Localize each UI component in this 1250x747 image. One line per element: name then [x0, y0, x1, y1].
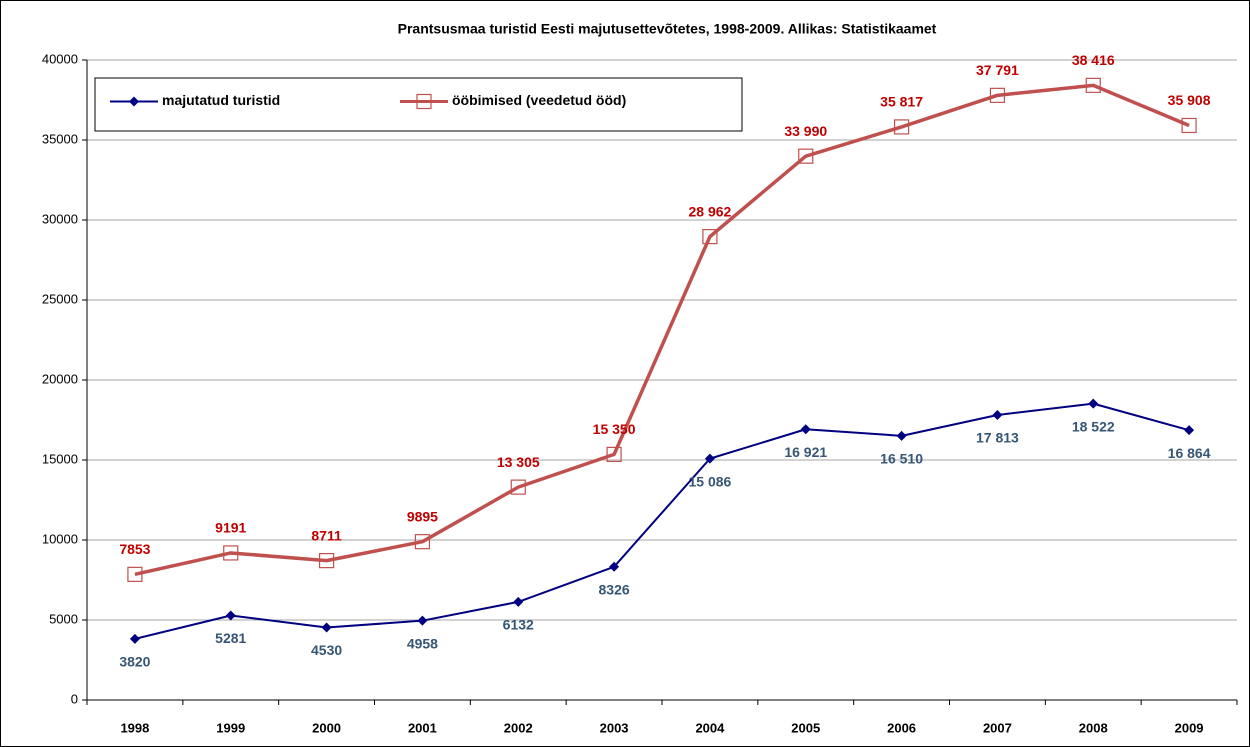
data-label: 3820 [119, 654, 150, 670]
marker [223, 545, 239, 561]
marker [318, 553, 335, 569]
x-tick-label: 2003 [600, 720, 629, 735]
data-label: 15 350 [593, 421, 636, 437]
data-label: 35 817 [880, 94, 923, 110]
data-label: 37 791 [976, 62, 1019, 78]
x-tick-label: 2005 [791, 720, 820, 735]
marker [800, 424, 811, 435]
data-label: 7853 [119, 541, 150, 557]
data-label: 16 864 [1168, 445, 1211, 461]
y-tick-label: 5000 [49, 611, 78, 626]
x-tick-label: 2009 [1175, 720, 1204, 735]
data-label: 38 416 [1072, 52, 1115, 68]
data-label: 35 908 [1168, 92, 1211, 108]
x-tick-label: 2002 [504, 720, 533, 735]
marker [129, 633, 140, 644]
marker [606, 446, 622, 462]
y-tick-label: 15000 [42, 451, 78, 466]
data-label: 8326 [599, 581, 630, 597]
marker [989, 87, 1006, 103]
data-label: 33 990 [784, 123, 827, 139]
data-label: 9191 [215, 520, 246, 536]
x-tick-label: 1999 [216, 720, 245, 735]
marker [225, 610, 236, 621]
marker [704, 453, 715, 464]
marker [416, 93, 432, 110]
marker [1088, 398, 1099, 409]
y-tick-label: 10000 [42, 531, 78, 546]
x-tick-label: 2007 [983, 720, 1012, 735]
marker [321, 622, 332, 633]
marker [127, 566, 143, 582]
x-tick-label: 1998 [120, 720, 149, 735]
marker [893, 119, 910, 135]
y-tick-label: 25000 [42, 291, 78, 306]
marker [510, 479, 526, 495]
data-label: 4958 [407, 635, 438, 651]
marker [417, 615, 428, 626]
data-label: 18 522 [1072, 418, 1115, 434]
y-tick-label: 0 [71, 691, 78, 706]
marker [896, 430, 907, 441]
chart-title: Prantsusmaa turistid Eesti majutusettevõ… [398, 21, 937, 37]
marker [992, 409, 1003, 420]
data-label: 4530 [311, 642, 342, 658]
data-label: 17 813 [976, 430, 1019, 446]
data-label: 13 305 [497, 454, 540, 470]
legend-box [94, 77, 743, 132]
data-label: 8711 [311, 527, 342, 543]
marker [609, 561, 620, 572]
data-label: 5281 [215, 630, 246, 646]
x-tick-label: 2000 [312, 720, 341, 735]
marker [798, 148, 814, 164]
y-tick-label: 30000 [42, 211, 78, 226]
x-tick-label: 2008 [1079, 720, 1108, 735]
marker [1181, 117, 1197, 134]
y-tick-label: 35000 [42, 131, 78, 146]
data-label: 16 510 [880, 451, 923, 467]
x-tick-label: 2001 [408, 720, 437, 735]
marker [702, 229, 718, 245]
y-tick-label: 20000 [42, 371, 78, 386]
marker [414, 534, 431, 550]
legend-label: majutatud turistid [162, 92, 280, 108]
marker [1085, 77, 1101, 93]
marker [1184, 425, 1195, 436]
data-label: 16 921 [784, 444, 827, 460]
marker [513, 596, 524, 607]
data-label: 15 086 [689, 473, 732, 489]
data-label: 6132 [503, 617, 534, 633]
marker [129, 96, 139, 107]
series-line [134, 402, 1190, 640]
data-label: 9895 [407, 508, 438, 524]
data-label: 28 962 [689, 203, 732, 219]
y-tick-label: 40000 [42, 51, 78, 66]
series-line [134, 83, 1190, 577]
x-tick-label: 2004 [695, 720, 725, 735]
legend-label: ööbimised (veedetud ööd) [452, 92, 626, 108]
x-tick-label: 2006 [887, 720, 916, 735]
